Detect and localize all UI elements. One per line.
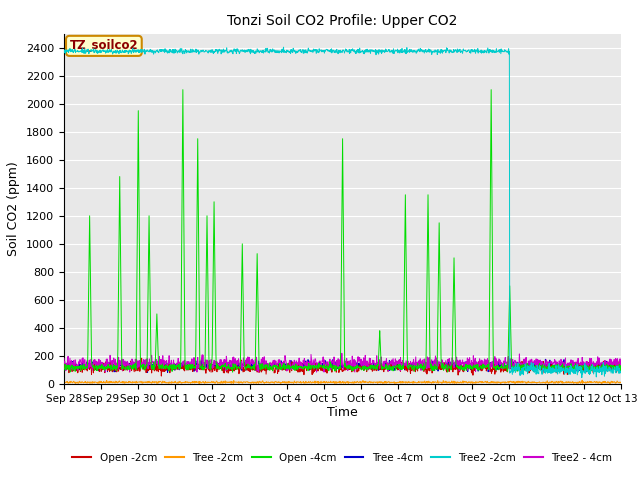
Text: TZ_soilco2: TZ_soilco2 xyxy=(70,39,138,52)
Title: Tonzi Soil CO2 Profile: Upper CO2: Tonzi Soil CO2 Profile: Upper CO2 xyxy=(227,14,458,28)
Y-axis label: Soil CO2 (ppm): Soil CO2 (ppm) xyxy=(8,161,20,256)
Legend: Open -2cm, Tree -2cm, Open -4cm, Tree -4cm, Tree2 -2cm, Tree2 - 4cm: Open -2cm, Tree -2cm, Open -4cm, Tree -4… xyxy=(68,449,616,467)
X-axis label: Time: Time xyxy=(327,407,358,420)
